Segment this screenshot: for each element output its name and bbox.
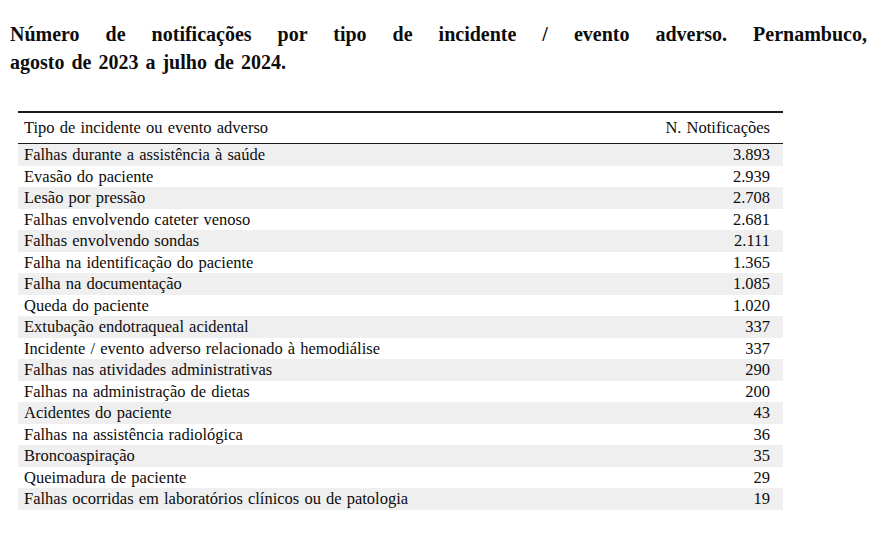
table-row: Falhas envolvendo sondas 2.111 xyxy=(18,230,783,252)
incident-type-cell: Incidente / evento adverso relacionado à… xyxy=(24,338,380,360)
incident-type-cell: Falhas ocorridas em laboratórios clínico… xyxy=(24,488,408,510)
incident-type-cell: Acidentes do paciente xyxy=(24,402,172,424)
incident-type-cell: Queimadura de paciente xyxy=(24,467,186,489)
incident-type-cell: Falhas durante a assistência à saúde xyxy=(24,144,265,166)
notification-count-cell: 35 xyxy=(754,445,771,467)
incident-type-cell: Extubação endotraqueal acidental xyxy=(24,316,249,338)
table-row: Incidente / evento adverso relacionado à… xyxy=(18,338,783,360)
notification-count-cell: 1.020 xyxy=(733,295,770,317)
table-row: Falha na documentação 1.085 xyxy=(18,273,783,295)
incident-type-cell: Queda do paciente xyxy=(24,295,149,317)
notification-count-cell: 2.111 xyxy=(734,230,770,252)
table-row: Extubação endotraqueal acidental 337 xyxy=(18,316,783,338)
incident-type-cell: Falhas na assistência radiológica xyxy=(24,424,243,446)
notification-count-cell: 29 xyxy=(754,467,771,489)
notification-count-cell: 2.939 xyxy=(733,166,770,188)
table-row: Acidentes do paciente 43 xyxy=(18,402,783,424)
notification-count-cell: 337 xyxy=(745,338,770,360)
column-header-incident-type: Tipo de incidente ou evento adverso xyxy=(24,118,268,138)
page-root: Número de notificações por tipo de incid… xyxy=(0,0,886,540)
notification-count-cell: 43 xyxy=(754,402,771,424)
notification-count-cell: 36 xyxy=(754,424,771,446)
table-body: Falhas durante a assistência à saúde 3.8… xyxy=(18,144,783,510)
notification-count-cell: 1.365 xyxy=(733,252,770,274)
table-row: Falhas na administração de dietas 200 xyxy=(18,381,783,403)
notification-count-cell: 3.893 xyxy=(733,144,770,166)
title-line-2: agosto de 2023 a julho de 2024. xyxy=(10,48,867,76)
table-row: Queda do paciente 1.020 xyxy=(18,295,783,317)
incident-type-cell: Broncoaspiração xyxy=(24,445,135,467)
incident-type-cell: Lesão por pressão xyxy=(24,187,145,209)
incident-type-cell: Evasão do paciente xyxy=(24,166,153,188)
table-row: Evasão do paciente 2.939 xyxy=(18,166,783,188)
table-row: Falhas envolvendo cateter venoso 2.681 xyxy=(18,209,783,231)
notification-count-cell: 19 xyxy=(754,488,771,510)
table-row: Falhas nas atividades administrativas 29… xyxy=(18,359,783,381)
page-title: Número de notificações por tipo de incid… xyxy=(10,20,867,76)
incident-type-cell: Falhas envolvendo cateter venoso xyxy=(24,209,250,231)
column-header-notification-count: N. Notificações xyxy=(665,118,770,138)
incident-type-cell: Falhas envolvendo sondas xyxy=(24,230,199,252)
notification-count-cell: 337 xyxy=(745,316,770,338)
table-row: Falhas ocorridas em laboratórios clínico… xyxy=(18,488,783,510)
notification-count-cell: 2.708 xyxy=(733,187,770,209)
incident-type-cell: Falhas na administração de dietas xyxy=(24,381,250,403)
incident-type-cell: Falha na identificação do paciente xyxy=(24,252,253,274)
table-header-row: Tipo de incidente ou evento adverso N. N… xyxy=(18,111,783,144)
notification-count-cell: 290 xyxy=(745,359,770,381)
notification-count-cell: 2.681 xyxy=(733,209,770,231)
incidents-table: Tipo de incidente ou evento adverso N. N… xyxy=(18,111,783,510)
notification-count-cell: 200 xyxy=(745,381,770,403)
title-line-1: Número de notificações por tipo de incid… xyxy=(10,20,867,48)
table-row: Lesão por pressão 2.708 xyxy=(18,187,783,209)
table-row: Falha na identificação do paciente 1.365 xyxy=(18,252,783,274)
incident-type-cell: Falhas nas atividades administrativas xyxy=(24,359,272,381)
table-row: Queimadura de paciente 29 xyxy=(18,467,783,489)
table-row: Broncoaspiração 35 xyxy=(18,445,783,467)
table-row: Falhas na assistência radiológica 36 xyxy=(18,424,783,446)
notification-count-cell: 1.085 xyxy=(733,273,770,295)
incident-type-cell: Falha na documentação xyxy=(24,273,182,295)
table-row: Falhas durante a assistência à saúde 3.8… xyxy=(18,144,783,166)
